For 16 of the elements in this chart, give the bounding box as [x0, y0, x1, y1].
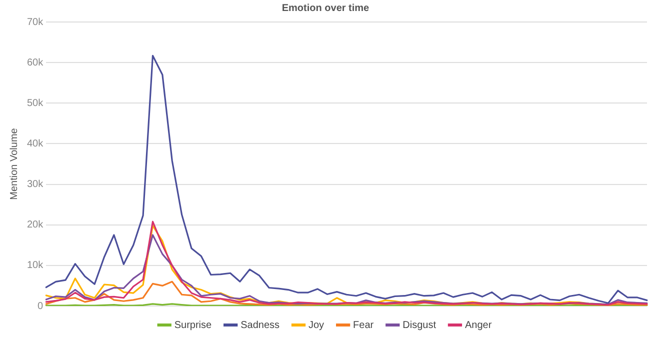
- legend-label: Sadness: [240, 320, 280, 331]
- chart-title: Emotion over time: [282, 2, 370, 14]
- y-tick-label: 30k: [27, 179, 44, 190]
- legend-label: Disgust: [402, 320, 436, 331]
- y-tick-label: 10k: [27, 260, 44, 272]
- y-tick-label: 20k: [27, 220, 44, 231]
- y-axis-title: Mention Volume: [8, 128, 20, 200]
- legend-label: Anger: [464, 320, 492, 331]
- y-tick-label: 40k: [27, 138, 44, 150]
- y-tick-label: 70k: [27, 16, 44, 28]
- y-tick-label: 0: [38, 300, 44, 312]
- legend-label: Surprise: [174, 320, 212, 331]
- y-tick-label: 50k: [27, 98, 44, 109]
- legend-label: Fear: [353, 320, 374, 331]
- y-tick-label: 60k: [27, 57, 44, 68]
- legend-label: Joy: [308, 320, 324, 331]
